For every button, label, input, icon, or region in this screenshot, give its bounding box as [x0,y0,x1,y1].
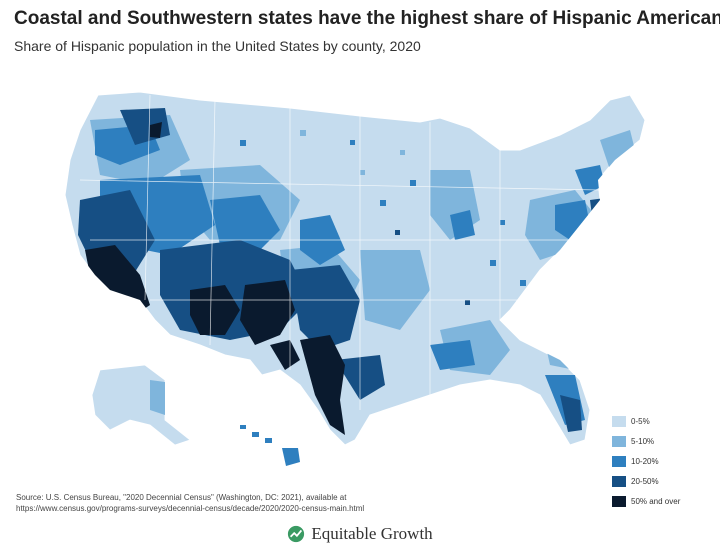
alaska-region [150,380,165,415]
legend-item: 10-20% [612,454,712,468]
legend-label: 5-10% [631,436,655,446]
legend-swatch-5-10 [612,435,626,447]
equitable-growth-logo-icon [288,525,305,543]
brand-name: Equitable Growth [311,524,433,543]
source-note: Source: U.S. Census Bureau, "2020 Decenn… [16,492,616,514]
map-subtitle: Share of Hispanic population in the Unit… [14,38,421,54]
legend-label: 50% and over [631,496,681,506]
legend-item: 20-50% [612,474,712,488]
source-url[interactable]: https://www.census.gov/programs-surveys/… [16,504,365,513]
legend-label: 0-5% [631,416,650,426]
class-50-plus-regions [85,122,345,435]
legend-item: 5-10% [612,434,712,448]
legend-label: 20-50% [631,476,659,486]
legend-swatch-20-50 [612,475,626,487]
us-county-choropleth-map [64,91,646,466]
legend-swatch-10-20 [612,455,626,467]
map-legend: 0-5% 5-10% 10-20% 20-50% 50% and over [612,414,712,514]
source-line-1: Source: U.S. Census Bureau, "2020 Decenn… [16,493,347,502]
legend-item: 0-5% [612,414,712,428]
county-speckles [240,130,526,305]
legend-swatch-0-5 [612,415,626,427]
state-borders [79,94,601,410]
legend-label: 10-20% [631,456,659,466]
alaska [91,364,191,446]
legend-item: 50% and over [612,494,712,508]
map-title: Coastal and Southwestern states have the… [14,8,720,29]
hawaii [240,425,300,466]
brand: Equitable Growth [0,524,720,548]
legend-swatch-50-plus [612,495,626,507]
